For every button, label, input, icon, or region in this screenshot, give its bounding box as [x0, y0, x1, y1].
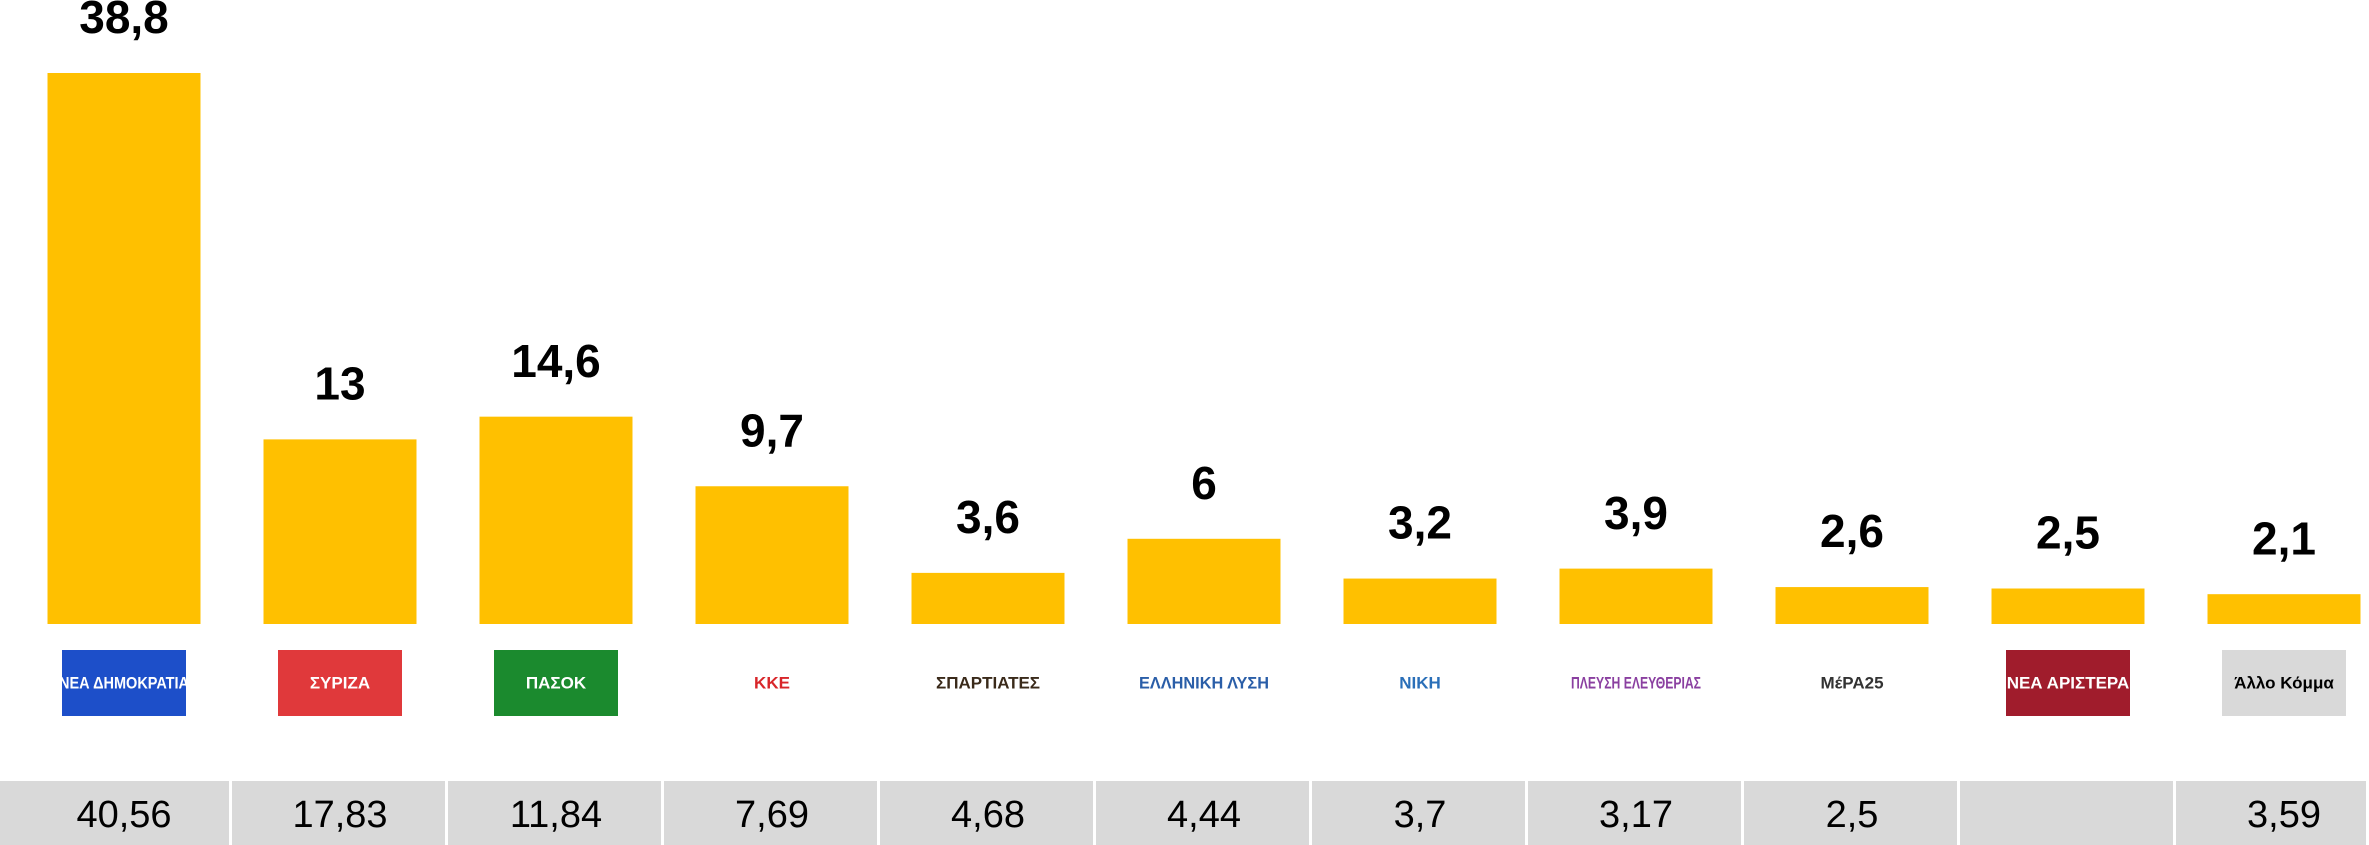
table-value: 4,44 — [1167, 794, 1241, 836]
table-value: 2,5 — [1826, 794, 1879, 836]
table-value: 4,68 — [951, 794, 1025, 836]
value-label: 2,6 — [1820, 505, 1884, 557]
bar — [1991, 588, 2145, 624]
party-name: Άλλο Κόμμα — [2234, 673, 2334, 692]
table-cell — [1744, 781, 1957, 845]
party-logo — [2222, 650, 2346, 716]
table-value: 17,83 — [292, 794, 387, 836]
table-value: 11,84 — [510, 794, 602, 836]
value-label: 3,6 — [956, 491, 1020, 543]
party-name: ΝΕΑ ΑΡΙΣΤΕΡΑ — [2007, 673, 2130, 692]
table-value: 40,56 — [76, 794, 171, 836]
party-name: ΣΠΑΡΤΙΑΤΕΣ — [936, 673, 1040, 692]
table-cell — [880, 781, 1093, 845]
bar — [47, 73, 201, 624]
party-name: ΝΕΑ ΔΗΜΟΚΡΑΤΙΑ — [59, 673, 189, 692]
table-value: 3,7 — [1394, 794, 1447, 836]
party-logo — [278, 650, 402, 716]
party-name: ΠΛΕΥΣΗ ΕΛΕΥΘΕΡΙΑΣ — [1571, 673, 1701, 692]
value-label: 3,9 — [1604, 487, 1668, 539]
value-label: 13 — [314, 358, 365, 410]
bar — [1559, 568, 1713, 624]
value-label: 6 — [1191, 457, 1217, 509]
party-logo — [2006, 650, 2130, 716]
bar — [1343, 578, 1497, 624]
party-logo — [494, 650, 618, 716]
table-value: 3,17 — [1599, 794, 1673, 836]
table-cell — [232, 781, 445, 845]
party-name: ΠΑΣΟΚ — [526, 673, 587, 692]
bar — [263, 439, 417, 624]
bar — [1127, 538, 1281, 624]
party-name: ΕΛΛΗΝΙΚΗ ΛΥΣΗ — [1139, 673, 1269, 692]
bar — [2207, 594, 2361, 624]
value-label: 38,8 — [79, 0, 169, 43]
party-name: ΜέΡΑ25 — [1820, 673, 1883, 692]
table-value: 3,59 — [2247, 794, 2321, 836]
party-name: ΣΥΡΙΖΑ — [310, 673, 370, 692]
table-cell — [1528, 781, 1741, 845]
bar — [479, 416, 633, 624]
table-cell — [1096, 781, 1309, 845]
bar — [911, 572, 1065, 624]
value-label: 9,7 — [740, 404, 804, 456]
party-name: ΚΚΕ — [754, 673, 790, 692]
table-value: 7,69 — [735, 794, 809, 836]
value-label: 2,1 — [2252, 512, 2316, 564]
bar — [1775, 587, 1929, 624]
table-cell — [2176, 781, 2366, 845]
value-label: 14,6 — [511, 335, 601, 387]
table-cell — [0, 781, 229, 845]
value-label: 3,2 — [1388, 497, 1452, 549]
value-label: 2,5 — [2036, 507, 2100, 559]
party-name: ΝΙΚΗ — [1399, 673, 1441, 692]
party-logo — [62, 650, 186, 716]
table-cell — [448, 781, 661, 845]
table-cell — [1960, 781, 2173, 845]
table-cell — [664, 781, 877, 845]
bar — [695, 486, 849, 624]
table-cell — [1312, 781, 1525, 845]
